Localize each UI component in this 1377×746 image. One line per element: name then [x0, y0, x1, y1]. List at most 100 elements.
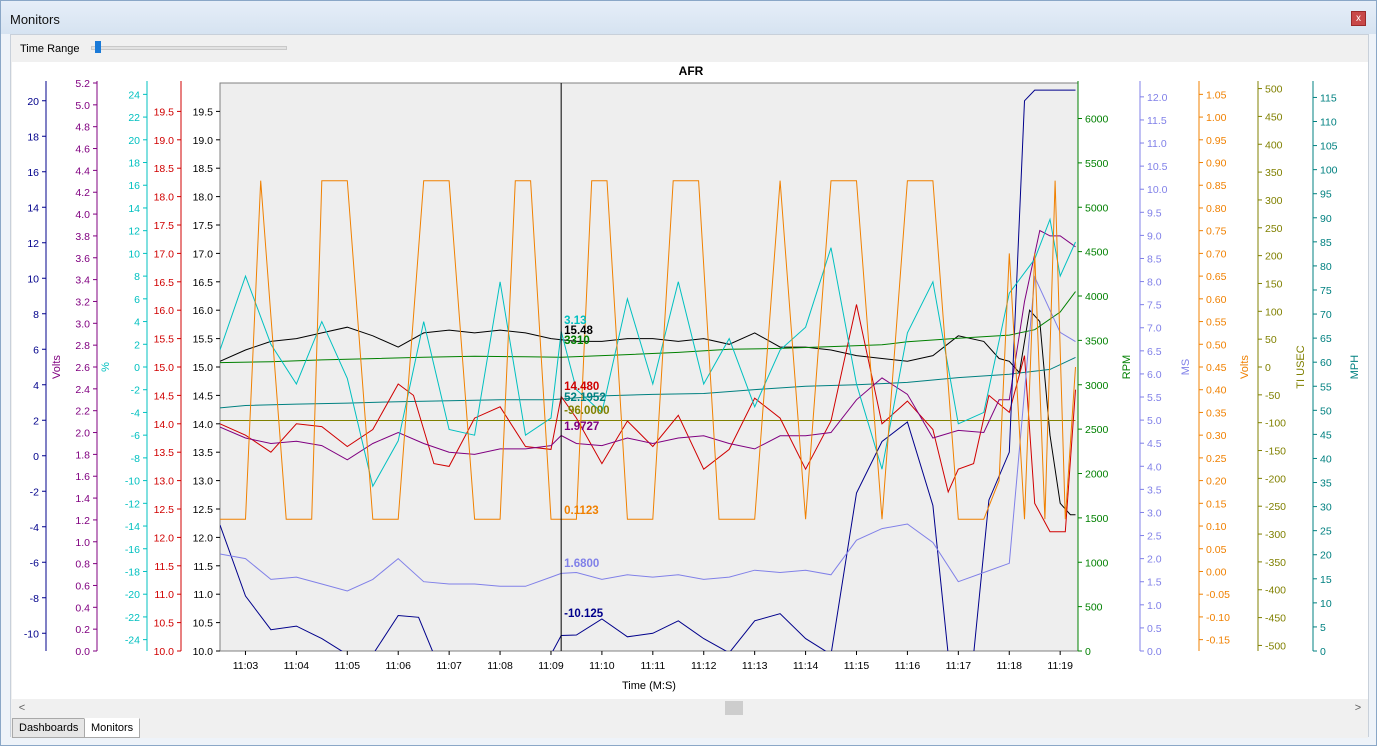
axis-tick-label: -400 — [1265, 585, 1286, 597]
axis-title: MPH — [1349, 355, 1361, 380]
axis-tick-label: 16.5 — [193, 277, 214, 289]
bottom-tabs: Dashboards Monitors — [11, 718, 1368, 738]
cursor-value-label: -96.0000 — [564, 405, 609, 417]
axis-tick-label: 19.5 — [154, 106, 175, 118]
axis-tick-label: 115 — [1320, 92, 1337, 104]
axis-tick-label: 13.0 — [193, 476, 214, 488]
axis-tick-label: -24 — [125, 635, 140, 647]
x-tick-label: 11:03 — [233, 660, 259, 672]
axis-tick-label: 18.0 — [154, 192, 175, 204]
axis-tick-label: 7.5 — [1147, 300, 1162, 312]
axis-tick-label: -10 — [24, 628, 39, 640]
axis-tick-label: 4.0 — [75, 209, 90, 221]
axis-tick-label: -8 — [131, 453, 140, 465]
axis-tick-label: 0.0 — [75, 646, 90, 658]
axis-tick-label: 4000 — [1085, 291, 1109, 303]
axis-tick-label: -8 — [30, 593, 39, 605]
axis-tick-label: 500 — [1085, 602, 1103, 614]
time-range-slider-thumb[interactable] — [94, 41, 101, 53]
axis-tick-label: 0.5 — [1147, 623, 1162, 635]
axis-tick-label: 0.4 — [75, 602, 90, 614]
axis-tick-label: 1.5 — [1147, 577, 1162, 589]
axis-tick-label: -0.05 — [1206, 589, 1230, 601]
x-tick-label: 11:16 — [895, 660, 921, 672]
series-line-orange — [220, 180, 1076, 520]
axis-tick-label: 12.0 — [1147, 92, 1168, 104]
axis-tick-label: 19.5 — [193, 106, 214, 118]
axis-tick-label: 20 — [27, 96, 39, 108]
axis-tick-label: 9.0 — [1147, 230, 1162, 242]
axis-tick-label: 0.95 — [1206, 135, 1227, 147]
plot-area — [219, 82, 1079, 652]
horizontal-scrollbar[interactable]: < > — [12, 700, 1368, 717]
series-line-cyan — [220, 217, 1076, 488]
axis-tick-label: 2 — [33, 415, 39, 427]
axis-tick-label: 18 — [128, 158, 140, 170]
axis-tick-label: 65 — [1320, 333, 1332, 345]
axis-tick-label: 10.0 — [193, 646, 214, 658]
close-icon: x — [1356, 13, 1361, 24]
axis-tick-label: 10.5 — [154, 618, 175, 630]
axis-tick-label: 16.0 — [193, 305, 214, 317]
x-tick-label: 11:18 — [997, 660, 1023, 672]
axis-tick-label: 0.0 — [1147, 646, 1162, 658]
axis-tick-label: -350 — [1265, 557, 1286, 569]
axis-tick-label: 12.0 — [193, 532, 214, 544]
axis-tick-label: 17.0 — [154, 248, 175, 260]
axis-tick-label: 11.0 — [1147, 138, 1167, 150]
axis-tick-label: 60 — [1320, 357, 1332, 369]
time-range-slider[interactable] — [91, 46, 287, 50]
axis-tick-label: -14 — [125, 521, 140, 533]
axis-tick-label: 14 — [27, 202, 39, 214]
axis-tick-label: 12 — [128, 226, 140, 238]
tab-monitors[interactable]: Monitors — [84, 718, 141, 738]
series-line-teal — [220, 356, 1076, 409]
tab-dashboards[interactable]: Dashboards — [12, 718, 86, 738]
axis-tick-label: 1.8 — [75, 449, 90, 461]
axis-tick-label: 16 — [27, 167, 39, 179]
axis-tick-label: -18 — [125, 566, 140, 578]
axis-tick-label: -10 — [125, 476, 140, 488]
chevron-right-icon[interactable]: > — [1354, 702, 1362, 714]
axis-tick-label: 0.20 — [1206, 476, 1227, 488]
axis-tick-label: 85 — [1320, 237, 1332, 249]
axis-tick-label: 15.0 — [193, 362, 214, 374]
afr-chart-svg: -10-8-6-4-2024681012141618200.00.20.40.6… — [24, 64, 1361, 692]
axis-tick-label: 0.2 — [75, 624, 90, 636]
axis-tick-label: 5.0 — [75, 100, 90, 112]
axis-tick-label: 3.0 — [1147, 507, 1162, 519]
scrollbar-thumb[interactable] — [725, 701, 743, 715]
axis-tick-label: 150 — [1265, 278, 1283, 290]
axis-tick-label: 2.6 — [75, 362, 90, 374]
axis-tick-label: 0.30 — [1206, 430, 1227, 442]
axis-tick-label: 5000 — [1085, 202, 1109, 214]
axis-tick-label: 35 — [1320, 478, 1332, 490]
axis-tick-label: -250 — [1265, 501, 1286, 513]
chevron-left-icon[interactable]: < — [18, 702, 26, 714]
axis-tick-label: 0.55 — [1206, 317, 1227, 329]
axis-tick-label: 0.75 — [1206, 226, 1227, 238]
axis-tick-label: 110 — [1320, 117, 1337, 129]
axis-tick-label: 350 — [1265, 167, 1283, 179]
axis-tick-label: 11.0 — [193, 589, 213, 601]
axis-tick-label: 6 — [33, 344, 39, 356]
axis-tick-label: 80 — [1320, 261, 1332, 273]
axis-tick-label: 2.0 — [75, 428, 90, 440]
axis-tick-label: 0.85 — [1206, 180, 1227, 192]
title-bar[interactable]: Monitors x — [1, 1, 1376, 34]
cursor-value-label: 14.480 — [564, 381, 599, 393]
axis-title: % — [100, 362, 112, 372]
afr-chart[interactable]: -10 -8 -6 -4 -2 0 2 4 6 8 10 12 14 16 18 20 0.0 0.2 0.4 0.6… — [12, 62, 1368, 699]
x-tick-label: 11:10 — [589, 660, 615, 672]
axis-tick-label: 6000 — [1085, 114, 1109, 126]
axis-tick-label: 95 — [1320, 189, 1332, 201]
axis-title: Volts — [1239, 355, 1251, 379]
axis-tick-label: 12 — [27, 238, 39, 250]
axis-tick-label: -500 — [1265, 640, 1286, 652]
axis-tick-label: 0 — [1265, 362, 1271, 374]
axis-tick-label: 14.0 — [193, 419, 214, 431]
axis-tick-label: 3.6 — [75, 253, 90, 265]
close-button[interactable]: x — [1351, 11, 1366, 26]
series-line-red — [220, 304, 1076, 533]
chart-title: AFR — [679, 64, 704, 78]
